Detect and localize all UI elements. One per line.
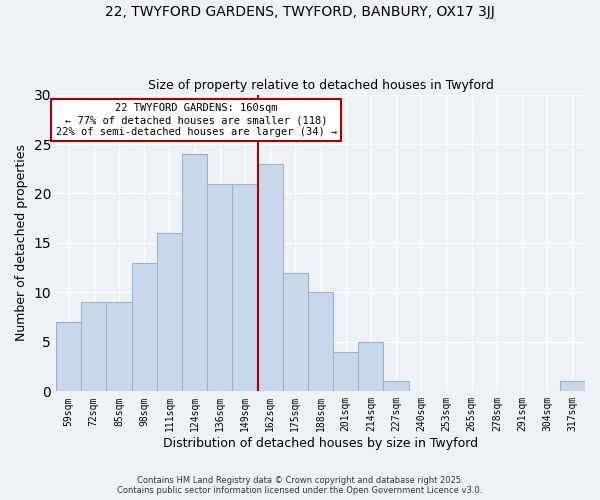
Text: 22 TWYFORD GARDENS: 160sqm
← 77% of detached houses are smaller (118)
22% of sem: 22 TWYFORD GARDENS: 160sqm ← 77% of deta… bbox=[56, 104, 337, 136]
Bar bbox=[182, 154, 207, 392]
Bar bbox=[56, 322, 81, 392]
Bar bbox=[283, 272, 308, 392]
Bar bbox=[81, 302, 106, 392]
Bar bbox=[131, 262, 157, 392]
Bar bbox=[232, 184, 257, 392]
Bar bbox=[257, 164, 283, 392]
Bar bbox=[207, 184, 232, 392]
Text: Contains HM Land Registry data © Crown copyright and database right 2025.
Contai: Contains HM Land Registry data © Crown c… bbox=[118, 476, 482, 495]
Bar bbox=[358, 342, 383, 392]
Bar bbox=[560, 382, 585, 392]
Title: Size of property relative to detached houses in Twyford: Size of property relative to detached ho… bbox=[148, 79, 493, 92]
X-axis label: Distribution of detached houses by size in Twyford: Distribution of detached houses by size … bbox=[163, 437, 478, 450]
Bar bbox=[308, 292, 333, 392]
Y-axis label: Number of detached properties: Number of detached properties bbox=[15, 144, 28, 342]
Bar bbox=[157, 233, 182, 392]
Bar bbox=[333, 352, 358, 392]
Bar bbox=[106, 302, 131, 392]
Bar bbox=[383, 382, 409, 392]
Text: 22, TWYFORD GARDENS, TWYFORD, BANBURY, OX17 3JJ: 22, TWYFORD GARDENS, TWYFORD, BANBURY, O… bbox=[105, 5, 495, 19]
